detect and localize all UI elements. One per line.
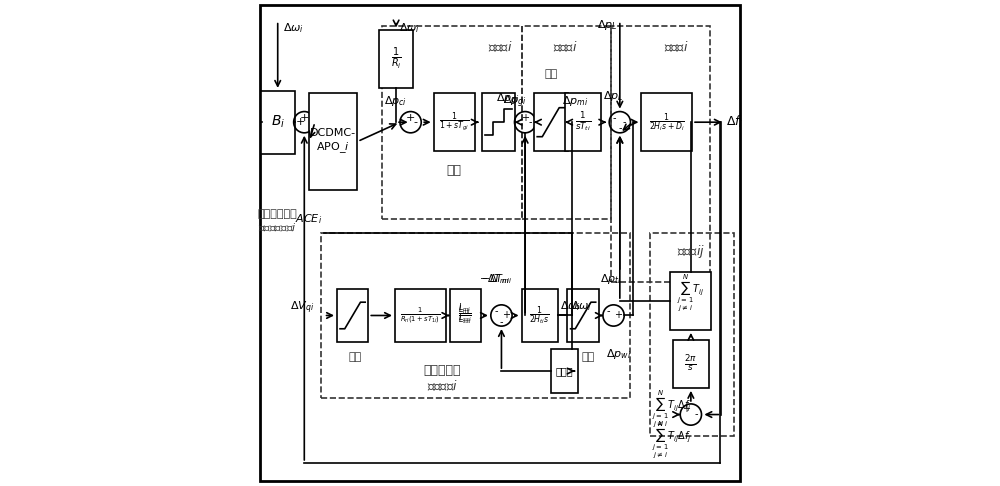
Text: $\Delta p_{gi}$: $\Delta p_{gi}$: [496, 91, 520, 108]
Text: -: -: [613, 113, 616, 123]
Text: 分布式约束动
态矩阵控制器$i$: 分布式约束动 态矩阵控制器$i$: [258, 209, 298, 233]
Text: 发电机$i$: 发电机$i$: [664, 40, 689, 54]
Text: $\sum_{\substack{j=1\\j\neq i}}^{N}T_{ij}$: $\sum_{\substack{j=1\\j\neq i}}^{N}T_{ij…: [677, 273, 704, 314]
Text: $\frac{1}{2H_{ti}s}$: $\frac{1}{2H_{ti}s}$: [529, 304, 550, 327]
Text: +: +: [614, 311, 622, 320]
Text: -: -: [606, 306, 610, 316]
Text: $\Delta p_{wi}$: $\Delta p_{wi}$: [606, 347, 631, 361]
Text: $\sum_{\substack{j=1\\j\neq i}}^{N}T_{ij}\Delta f_j$: $\sum_{\substack{j=1\\j\neq i}}^{N}T_{ij…: [652, 419, 691, 461]
Text: -: -: [414, 117, 418, 127]
Text: $\Delta p_L$: $\Delta p_L$: [597, 18, 617, 32]
FancyBboxPatch shape: [337, 289, 368, 342]
FancyBboxPatch shape: [395, 289, 446, 342]
Text: -: -: [494, 306, 498, 316]
Text: 联络线$ij$: 联络线$ij$: [677, 243, 705, 260]
Text: +: +: [406, 113, 415, 123]
FancyBboxPatch shape: [434, 93, 475, 151]
FancyBboxPatch shape: [482, 93, 515, 151]
FancyBboxPatch shape: [309, 93, 357, 190]
Text: $\frac{L_{mi}}{L_{ssi}}$: $\frac{L_{mi}}{L_{ssi}}$: [458, 303, 472, 328]
Text: $\Delta\omega_i$: $\Delta\omega_i$: [560, 299, 581, 312]
Text: -: -: [694, 410, 698, 419]
FancyBboxPatch shape: [673, 340, 709, 388]
Text: $-\Delta T_{mi}$: $-\Delta T_{mi}$: [481, 273, 512, 286]
Text: $ACE_i$: $ACE_i$: [295, 212, 322, 226]
Text: $\Delta p_{gi}$: $\Delta p_{gi}$: [503, 94, 527, 110]
Text: +: +: [502, 311, 510, 320]
FancyBboxPatch shape: [260, 5, 740, 481]
Text: $\frac{1}{sT_{ti}}$: $\frac{1}{sT_{ti}}$: [575, 110, 591, 134]
Text: $\frac{1}{1+sT_{gi}}$: $\frac{1}{1+sT_{gi}}$: [439, 110, 469, 134]
Text: $\frac{1}{2H_is+D_i}$: $\frac{1}{2H_is+D_i}$: [649, 111, 685, 134]
Text: $\Delta p_{ci}$: $\Delta p_{ci}$: [384, 94, 407, 108]
Text: 汽轮机$i$: 汽轮机$i$: [553, 40, 577, 54]
Text: -: -: [529, 117, 532, 127]
FancyBboxPatch shape: [534, 93, 568, 151]
Text: $\frac{1}{R_{ri}(1+sT_{1i})}$: $\frac{1}{R_{ri}(1+sT_{1i})}$: [400, 306, 441, 326]
Text: $-\Delta T_{mi}$: $-\Delta T_{mi}$: [479, 273, 510, 286]
FancyBboxPatch shape: [551, 349, 578, 393]
FancyBboxPatch shape: [261, 91, 295, 154]
Text: -: -: [622, 117, 626, 127]
Text: $\Delta f_i$: $\Delta f_i$: [726, 114, 743, 130]
Text: -: -: [500, 317, 503, 327]
Text: $\Delta V_{qi}$: $\Delta V_{qi}$: [290, 300, 314, 316]
Text: +: +: [682, 404, 690, 414]
Text: +: +: [295, 117, 305, 127]
Text: 死区: 死区: [447, 164, 462, 177]
Text: +: +: [300, 113, 309, 123]
Text: 限幅: 限幅: [544, 69, 557, 79]
Text: $\frac{L_{mi}}{L_{ssi}}$: $\frac{L_{mi}}{L_{ssi}}$: [458, 301, 472, 325]
Text: 调速器$i$: 调速器$i$: [488, 40, 512, 54]
Text: -: -: [618, 123, 622, 134]
Text: $\Delta\omega_i$: $\Delta\omega_i$: [571, 299, 592, 312]
Text: 限幅: 限幅: [581, 351, 595, 362]
Text: DCDMC-
APO_$i$: DCDMC- APO_$i$: [310, 128, 356, 155]
Text: $\Delta p_{mi}$: $\Delta p_{mi}$: [562, 94, 588, 108]
Text: 乘法器: 乘法器: [555, 366, 573, 376]
Text: $\Delta p_{ti}$: $\Delta p_{ti}$: [600, 273, 622, 286]
FancyBboxPatch shape: [450, 289, 481, 342]
Text: +: +: [521, 113, 529, 123]
FancyBboxPatch shape: [565, 93, 601, 151]
FancyBboxPatch shape: [522, 289, 558, 342]
Text: 限幅: 限幅: [348, 351, 362, 362]
Text: $\Delta p_L$: $\Delta p_L$: [603, 89, 624, 103]
Text: $\Delta\omega_i$: $\Delta\omega_i$: [283, 21, 304, 35]
Text: $\Delta\omega_i$: $\Delta\omega_i$: [399, 21, 420, 35]
Text: $\frac{2\pi}{s}$: $\frac{2\pi}{s}$: [684, 353, 697, 374]
Text: $B_i$: $B_i$: [271, 114, 285, 130]
FancyBboxPatch shape: [379, 31, 413, 88]
Text: 双馈异步风
力发电机$i$: 双馈异步风 力发电机$i$: [423, 364, 461, 393]
Text: $\sum_{\substack{j=1\\j\neq i}}^{N}T_{ij}\Delta f_j$: $\sum_{\substack{j=1\\j\neq i}}^{N}T_{ij…: [652, 389, 691, 431]
FancyBboxPatch shape: [641, 93, 692, 151]
FancyBboxPatch shape: [567, 289, 599, 342]
FancyBboxPatch shape: [670, 272, 711, 330]
Text: $\frac{1}{R_i}$: $\frac{1}{R_i}$: [391, 46, 402, 72]
